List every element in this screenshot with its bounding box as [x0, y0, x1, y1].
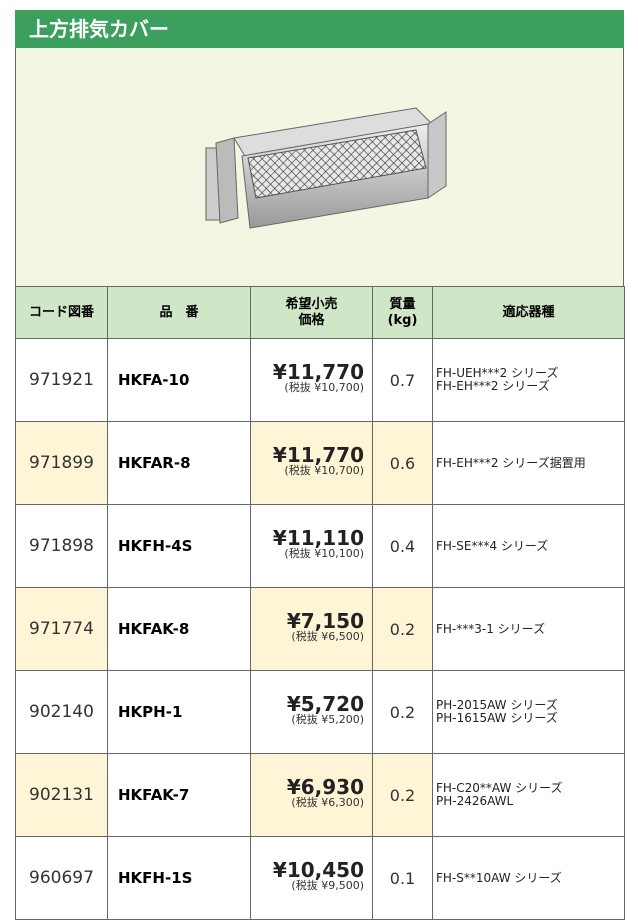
column-header: 品 番 [107, 286, 251, 339]
column-header: 適応器種 [432, 286, 625, 339]
part-cell: HKFAK-7 [107, 753, 251, 837]
table-row: 960697 HKFH-1S ¥10,450 (税抜 ¥9,500) 0.1 FH-S**… [15, 836, 625, 920]
table-row: 971921 HKFA-10 ¥11,770 (税抜 ¥10,700) 0.7 FH-UE… [15, 338, 625, 422]
code-cell: 960697 [15, 836, 108, 920]
price: ¥10,450 [272, 858, 364, 882]
code-cell: 902131 [15, 753, 108, 837]
price-excl-tax: (税抜 ¥9,500) [291, 879, 364, 892]
table-row: 971774 HKFAK-8 ¥7,150 (税抜 ¥6,500) 0.2 FH-***3… [15, 587, 625, 671]
table-row: 971899 HKFAR-8 ¥11,770 (税抜 ¥10,700) 0.6 FH-EH… [15, 421, 625, 505]
model-line: FH-S**10AW シリーズ [436, 870, 562, 885]
price: ¥11,110 [272, 526, 364, 550]
part-cell: HKFH-1S [107, 836, 251, 920]
column-header: コード図番 [15, 286, 108, 339]
price-cell: ¥7,150 (税抜 ¥6,500) [250, 587, 373, 671]
weight-cell: 0.2 [372, 670, 433, 754]
product-table: コード図番品 番希望小売 価格 質量 (kg) 適応器種 971921 HKFA-10 ¥1… [15, 286, 625, 920]
price-cell: ¥5,720 (税抜 ¥5,200) [250, 670, 373, 754]
models-cell: FH-***3-1 シリーズ [432, 587, 625, 671]
weight-cell: 0.4 [372, 504, 433, 588]
header-text: 質量 [389, 296, 416, 312]
product-image [15, 48, 624, 286]
price: ¥11,770 [272, 443, 364, 467]
price-excl-tax: (税抜 ¥10,700) [284, 464, 364, 477]
section-title: 上方排気カバー [15, 10, 624, 48]
header-text: 品 番 [159, 304, 199, 320]
price-cell: ¥10,450 (税抜 ¥9,500) [250, 836, 373, 920]
model-line: FH-UEH***2 シリーズ [436, 366, 559, 380]
weight-cell: 0.1 [372, 836, 433, 920]
price-cell: ¥11,770 (税抜 ¥10,700) [250, 338, 373, 422]
models-cell: FH-SE***4 シリーズ [432, 504, 625, 588]
header-text: (kg) [387, 312, 418, 328]
weight-cell: 0.2 [372, 587, 433, 671]
price: ¥5,720 [286, 692, 364, 716]
code-cell: 971921 [15, 338, 108, 422]
models-cell: PH-2015AW シリーズ PH-1615AW シリーズ [432, 670, 625, 754]
price-cell: ¥6,930 (税抜 ¥6,300) [250, 753, 373, 837]
models-cell: FH-C20**AW シリーズ PH-2426AWL [432, 753, 625, 837]
column-header: 希望小売 価格 [250, 286, 373, 339]
part-cell: HKFAK-8 [107, 587, 251, 671]
model-line: PH-1615AW シリーズ [436, 711, 558, 725]
part-cell: HKFA-10 [107, 338, 251, 422]
price: ¥11,770 [272, 360, 364, 384]
price-excl-tax: (税抜 ¥5,200) [291, 713, 364, 726]
models-cell: FH-UEH***2 シリーズ FH-EH***2 シリーズ [432, 338, 625, 422]
models-cell: FH-EH***2 シリーズ据置用 [432, 421, 625, 505]
header-text: コード図番 [28, 304, 94, 320]
part-cell: HKFH-4S [107, 504, 251, 588]
price-excl-tax: (税抜 ¥10,700) [284, 381, 364, 394]
price: ¥7,150 [286, 609, 364, 633]
code-cell: 971774 [15, 587, 108, 671]
weight-cell: 0.7 [372, 338, 433, 422]
header-text: 希望小売 [285, 296, 338, 312]
code-cell: 971898 [15, 504, 108, 588]
model-line: FH-SE***4 シリーズ [436, 538, 549, 553]
code-cell: 902140 [15, 670, 108, 754]
model-line: FH-***3-1 シリーズ [436, 621, 546, 636]
model-line: PH-2015AW シリーズ [436, 698, 558, 712]
header-row: コード図番品 番希望小売 価格 質量 (kg) 適応器種 [15, 286, 625, 339]
price: ¥6,930 [286, 775, 364, 799]
weight-cell: 0.6 [372, 421, 433, 505]
price-excl-tax: (税抜 ¥6,300) [291, 796, 364, 809]
price-excl-tax: (税抜 ¥10,100) [284, 547, 364, 560]
illustration [205, 107, 447, 229]
header-text: 価格 [298, 312, 325, 328]
table-body: 971921 HKFA-10 ¥11,770 (税抜 ¥10,700) 0.7 FH-UE… [15, 338, 625, 920]
part-cell: HKFAR-8 [107, 421, 251, 505]
table-row: 902140 HKPH-1 ¥5,720 (税抜 ¥5,200) 0.2 PH-2015A… [15, 670, 625, 754]
price-cell: ¥11,110 (税抜 ¥10,100) [250, 504, 373, 588]
model-line: FH-EH***2 シリーズ [436, 379, 550, 393]
price-cell: ¥11,770 (税抜 ¥10,700) [250, 421, 373, 505]
part-cell: HKPH-1 [107, 670, 251, 754]
column-header: 質量 (kg) [372, 286, 433, 339]
code-cell: 971899 [15, 421, 108, 505]
model-line: FH-EH***2 シリーズ据置用 [436, 455, 586, 470]
table-row: 902131 HKFAK-7 ¥6,930 (税抜 ¥6,300) 0.2 FH-C20*… [15, 753, 625, 837]
table-row: 971898 HKFH-4S ¥11,110 (税抜 ¥10,100) 0.4 FH-SE… [15, 504, 625, 588]
header-text: 適応器種 [502, 304, 555, 320]
models-cell: FH-S**10AW シリーズ [432, 836, 625, 920]
model-line: PH-2426AWL [436, 794, 514, 808]
weight-cell: 0.2 [372, 753, 433, 837]
model-line: FH-C20**AW シリーズ [436, 781, 563, 795]
price-excl-tax: (税抜 ¥6,500) [291, 630, 364, 643]
